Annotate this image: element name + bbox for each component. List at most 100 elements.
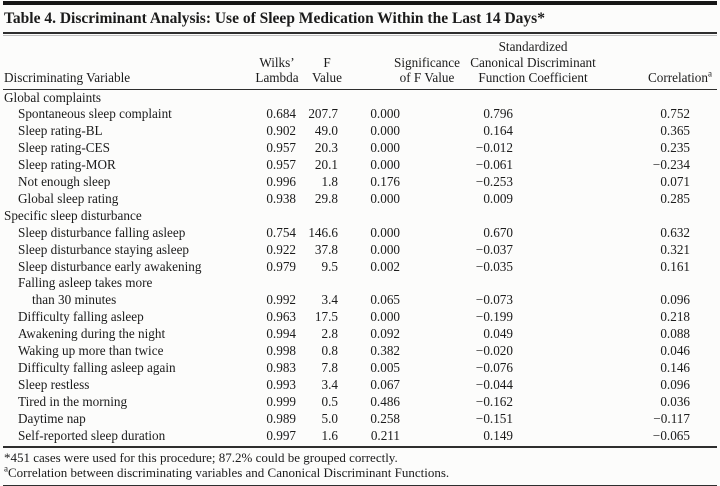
cell-f: 7.8 (321, 360, 338, 375)
cell-sig: 0.000 (370, 123, 400, 139)
cell-wilks: 0.998 (266, 343, 296, 359)
cell-variable: Sleep disturbance falling asleep (18, 224, 186, 240)
cell-coef: −0.037 (475, 241, 513, 257)
table-row: Sleep disturbance staying asleep 0.922 37.… (3, 242, 717, 259)
table-title: Table 4. Discriminant Analysis: Use of S… (4, 10, 545, 27)
cell-sig: 0.092 (370, 326, 400, 342)
cell-sig: 0.211 (370, 427, 400, 443)
header-correlation: Correlationa (603, 37, 717, 90)
table-row: Daytime nap 0.989 5.0 0.258 −0.151 −0.117 (3, 411, 717, 428)
cell-corr: 0.321 (660, 241, 690, 257)
header-row: Discriminating Variable Wilks’ Lambda F … (3, 37, 717, 90)
cell-wilks: 0.684 (266, 106, 296, 122)
cell-f: 0.5 (321, 393, 338, 409)
header-label: Function Coefficient (478, 70, 588, 85)
cell-wilks: 0.997 (266, 427, 296, 443)
header-label: F (323, 54, 331, 70)
table-row: Spontaneous sleep complaint 0.684 207.7 0.0… (3, 106, 717, 123)
footnote-cases: *451 cases were used for this procedure;… (4, 450, 717, 466)
cell-f: 3.4 (321, 292, 338, 308)
cell-corr: 0.235 (660, 140, 690, 156)
footnote-marker: * (4, 449, 11, 465)
cell-wilks: 0.902 (266, 123, 296, 139)
cell-coef: −0.162 (475, 393, 513, 409)
cell-wilks: 0.989 (266, 410, 296, 426)
cell-sig: 0.005 (370, 360, 400, 375)
header-wilks-lambda: Wilks’ Lambda (251, 37, 303, 90)
cell-corr: 0.036 (660, 393, 690, 409)
cell-f: 29.8 (314, 190, 338, 206)
cell-variable: Sleep rating-MOR (18, 157, 116, 173)
table-row: Global sleep rating 0.938 29.8 0.000 0.009 0.… (3, 191, 717, 208)
top-rule (3, 1, 717, 5)
cell-variable: Sleep disturbance early awakening (18, 258, 202, 274)
section-label: Global complaints (4, 89, 102, 105)
cell-corr: 0.632 (660, 224, 690, 240)
cell-f: 1.6 (321, 427, 338, 443)
section-label: Specific sleep disturbance (4, 207, 142, 223)
footnote-text: Correlation between discriminating varia… (8, 465, 450, 481)
header-label: Standardized (498, 39, 568, 54)
cell-variable: Daytime nap (18, 410, 86, 426)
section-header-row: Specific sleep disturbance (3, 208, 717, 225)
cell-f: 1.8 (321, 174, 338, 190)
cell-corr: −0.117 (653, 410, 690, 426)
cell-sig: 0.486 (370, 393, 400, 409)
cell-coef: 0.796 (483, 106, 513, 122)
table-row: Difficulty falling asleep 0.963 17.5 0.000 −… (3, 309, 717, 326)
cell-f: 20.1 (314, 157, 338, 173)
header-label: Lambda (255, 70, 299, 85)
table-row: Difficulty falling asleep again 0.983 7.8 0… (3, 360, 717, 377)
cell-corr: 0.096 (660, 292, 690, 308)
cell-coef: 0.009 (483, 190, 513, 206)
cell-corr: 0.161 (660, 258, 690, 274)
cell-sig: 0.000 (370, 140, 400, 156)
cell-corr: 0.096 (660, 376, 690, 392)
cell-coef: −0.076 (475, 360, 513, 375)
cell-variable: Difficulty falling asleep (18, 309, 144, 325)
header-significance: Significance of F Value (343, 37, 463, 90)
table-row: Tired in the morning 0.999 0.5 0.486 −0.162 0… (3, 394, 717, 411)
header-discriminating-variable: Discriminating Variable (3, 37, 251, 90)
cell-wilks: 0.979 (266, 258, 296, 274)
cell-wilks: 0.983 (266, 360, 296, 375)
cell-variable: Sleep restless (18, 376, 90, 392)
table-row: Sleep restless 0.993 3.4 0.067 −0.044 0.096 (3, 377, 717, 394)
footnote-correlation: aCorrelation between discriminating vari… (4, 465, 717, 481)
table-row: Sleep rating-CES 0.957 20.3 0.000 −0.012 0.23… (3, 140, 717, 157)
cell-sig: 0.000 (370, 157, 400, 173)
footnote-rule (3, 445, 717, 448)
footnote-marker-superscript: a (4, 464, 8, 474)
cell-corr: −0.065 (652, 427, 690, 443)
cell-wilks: 0.938 (266, 190, 296, 206)
cell-f: 207.7 (308, 106, 338, 122)
cell-wilks: 0.993 (266, 376, 296, 392)
header-f-value: F Value (303, 37, 343, 90)
header-canonical-coefficient: Standardized Canonical Discriminant Func… (463, 37, 603, 90)
table-header: Discriminating Variable Wilks’ Lambda F … (3, 37, 717, 90)
cell-variable: Sleep rating-CES (18, 140, 110, 156)
header-label: Wilks’ (259, 54, 295, 70)
table-row: Not enough sleep 0.996 1.8 0.176 −0.253 0.071 (3, 174, 717, 191)
title-rule-shadow (3, 35, 717, 36)
header-label: Significance (394, 54, 460, 70)
cell-sig: 0.002 (370, 258, 400, 274)
cell-wilks: 0.999 (266, 393, 296, 409)
cell-variable: Self-reported sleep duration (18, 427, 166, 443)
cell-wilks: 0.994 (266, 326, 296, 342)
cell-sig: 0.176 (370, 174, 400, 190)
cell-wilks: 0.922 (266, 241, 296, 257)
cell-coef: −0.012 (475, 140, 513, 156)
cell-f: 20.3 (314, 140, 338, 156)
cell-coef: −0.199 (475, 309, 513, 325)
header-label: Value (311, 70, 343, 85)
table-row: Self-reported sleep duration 0.997 1.6 0.21… (3, 428, 717, 445)
header-label: of F Value (399, 70, 455, 85)
table-row: Sleep disturbance falling asleep 0.754 146… (3, 225, 717, 242)
cell-corr: 0.218 (660, 309, 690, 325)
cell-sig: 0.000 (370, 309, 400, 325)
cell-sig: 0.000 (370, 241, 400, 257)
cell-coef: 0.164 (483, 123, 513, 139)
cell-coef: 0.149 (483, 427, 513, 443)
cell-variable: Sleep rating-BL (18, 123, 103, 139)
